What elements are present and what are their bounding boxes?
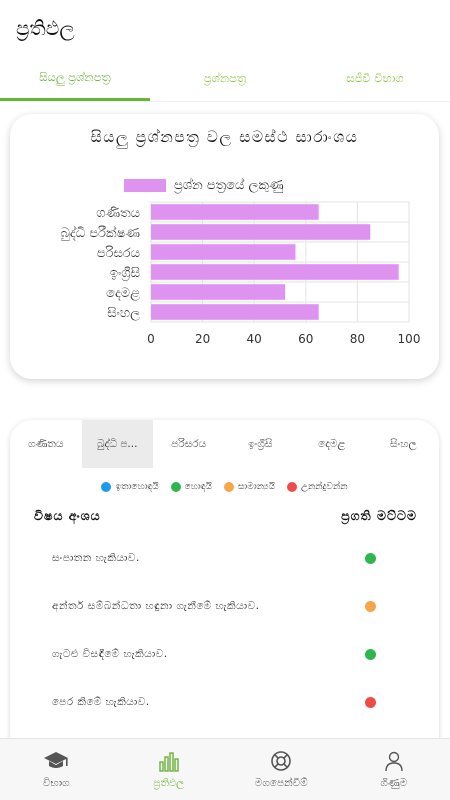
status-label: ඉතාහොඳයි	[115, 482, 159, 492]
category-label: සිංහල	[107, 306, 140, 321]
tab-label: සජීවී විභාග	[346, 71, 404, 85]
bar-chart: 0 20 40 60 80 100 ගණිතය බුද්ධි පරීක්ෂණ පරිසරය ඉංග…	[61, 201, 421, 346]
x-tick-label: 60	[298, 332, 313, 346]
progress-dot	[365, 648, 376, 660]
x-tick-label: 0	[147, 332, 155, 346]
progress-dot	[365, 600, 376, 612]
table-row: ගැටළු විසඳීමේ හැකියාව.	[10, 630, 439, 678]
x-tick-label: 40	[247, 332, 262, 346]
category-label: පරිසරය	[97, 245, 140, 261]
chart-bar	[151, 244, 296, 260]
bottom-navigation: විභාග ප්‍රතිඵල මගපෙන්වීම් ගිණුම	[0, 738, 450, 800]
tab-label: ප්‍රශ්නපත්‍ර	[203, 71, 247, 85]
subject-tab-english[interactable]: ඉංග්‍රීසි	[225, 420, 297, 468]
subject-detail-card: ගණිතය බුද්ධි ප... පරිසරය ඉංග්‍රීසි දෙමළ …	[10, 420, 439, 760]
table-row: පෙර කිමේ හැකියාව.	[10, 678, 439, 726]
topic-label: ගැටළු විසඳීමේ හැකියාව.	[52, 647, 168, 660]
legend-swatch	[124, 179, 166, 192]
chart-title: සියලු ප්‍රශ්නපත්‍ර වල සමස්ථ සාරාංශය	[90, 128, 359, 146]
chart-bar	[151, 264, 399, 280]
subject-tab-tamil[interactable]: දෙමළ	[296, 420, 368, 468]
topic-label: සංපාතන හැකියාව.	[52, 551, 140, 564]
summary-chart-card: සියලු ප්‍රශ්නපත්‍ර වල සමස්ථ සාරාංශය ප්‍ර…	[10, 114, 439, 379]
graduation-cap-icon	[43, 750, 69, 772]
subject-tab-iq[interactable]: බුද්ධි ප...	[81, 420, 153, 468]
x-tick-label: 20	[195, 332, 210, 346]
nav-label: මගපෙන්වීම්	[254, 776, 308, 789]
x-tick-label: 80	[350, 332, 365, 346]
table-row: සංපාතන හැකියාව.	[10, 534, 439, 582]
x-tick-label: 100	[398, 332, 421, 346]
nav-guidance[interactable]: මගපෙන්වීම්	[225, 739, 338, 800]
status-excellent: ඉතාහොඳයි	[101, 482, 159, 492]
subject-tab-label: පරිසරය	[171, 437, 207, 450]
category-label: දෙමළ	[106, 286, 140, 301]
subject-tab-label: ගණිතය	[28, 437, 64, 450]
person-icon	[383, 750, 405, 772]
table-row: අන්තර් සම්බන්ධතා හඳුනා ගැනීමේ හැකියාව.	[10, 582, 439, 630]
topic-list: සංපාතන හැකියාව. අන්තර් සම්බන්ධතා හඳුනා ග…	[10, 534, 439, 726]
subject-tab-label: ඉංග්‍රීසි	[248, 437, 273, 450]
status-dot	[286, 482, 297, 492]
chart-bar	[151, 204, 319, 220]
chart-legend: ප්‍රශ්න පත්‍රයේ ලකුණු	[124, 178, 284, 193]
lifebuoy-icon	[270, 750, 292, 772]
subject-tab-label: බුද්ධි ප...	[97, 437, 138, 450]
bar-chart-icon	[158, 750, 180, 772]
progress-dot	[365, 552, 376, 564]
column-topic: විෂය අංශය	[34, 508, 101, 523]
nav-label: ප්‍රතිඵල	[153, 776, 185, 789]
tab-papers[interactable]: ප්‍රශ්නපත්‍ර	[150, 56, 300, 101]
subject-tabs: ගණිතය බුද්ධි ප... පරිසරය ඉංග්‍රීසි දෙමළ …	[10, 420, 439, 468]
status-dot	[101, 482, 112, 492]
status-label: හොඳයි	[184, 482, 212, 492]
app-bar: ප්‍රතිඵල	[0, 0, 450, 56]
subject-tab-label: දෙමළ	[318, 437, 346, 450]
table-header: විෂය අංශය ප්‍රගති මට්ටම	[10, 508, 439, 524]
page-title: ප්‍රතිඵල	[16, 16, 75, 40]
results-tabs: සියලු ප්‍රශ්නපත්‍ර ප්‍රශ්නපත්‍ර සජීවී වි…	[0, 56, 450, 102]
tab-live-exams[interactable]: සජීවී විභාග	[300, 56, 450, 101]
legend-label: ප්‍රශ්න පත්‍රයේ ලකුණු	[174, 178, 284, 193]
category-label: ඉංග්‍රීසි	[110, 266, 140, 281]
status-label: උනන්දුවන්න	[300, 482, 348, 492]
status-dot	[170, 482, 181, 492]
chart-bar	[151, 284, 286, 300]
nav-account[interactable]: ගිණුම	[338, 739, 450, 800]
status-good: හොඳයි	[170, 482, 212, 492]
nav-exams[interactable]: විභාග	[0, 739, 113, 800]
nav-label: ගිණුම	[380, 776, 408, 789]
status-average: සාමාන්‍යයි	[223, 482, 275, 492]
chart-bar	[151, 304, 319, 320]
status-label: සාමාන්‍යයි	[237, 482, 275, 492]
progress-dot	[365, 696, 376, 708]
category-label: බුද්ධි පරීක්ෂණ	[61, 225, 141, 241]
topic-label: පෙර කිමේ හැකියාව.	[52, 695, 150, 708]
status-dot	[223, 482, 234, 492]
chart-bar	[151, 224, 371, 240]
category-label: ගණිතය	[96, 206, 140, 221]
topic-label: අන්තර් සම්බන්ධතා හඳුනා ගැනීමේ හැකියාව.	[52, 599, 260, 612]
tab-all-papers[interactable]: සියලු ප්‍රශ්නපත්‍ර	[0, 56, 150, 101]
column-progress: ප්‍රගති මට්ටම	[341, 508, 417, 523]
status-needs-effort: උනන්දුවන්න	[286, 482, 348, 492]
subject-tab-environment[interactable]: පරිසරය	[153, 420, 225, 468]
subject-tab-label: සිංහල	[390, 437, 417, 450]
nav-results[interactable]: ප්‍රතිඵල	[113, 739, 226, 800]
subject-tab-maths[interactable]: ගණිතය	[10, 420, 82, 468]
tab-label: සියලු ප්‍රශ්නපත්‍ර	[39, 69, 111, 84]
status-legend: ඉතාහොඳයි හොඳයි සාමාන්‍යයි උනන්දුවන්න	[10, 482, 439, 492]
nav-label: විභාග	[42, 776, 70, 789]
subject-tab-sinhala[interactable]: සිංහල	[368, 420, 440, 468]
